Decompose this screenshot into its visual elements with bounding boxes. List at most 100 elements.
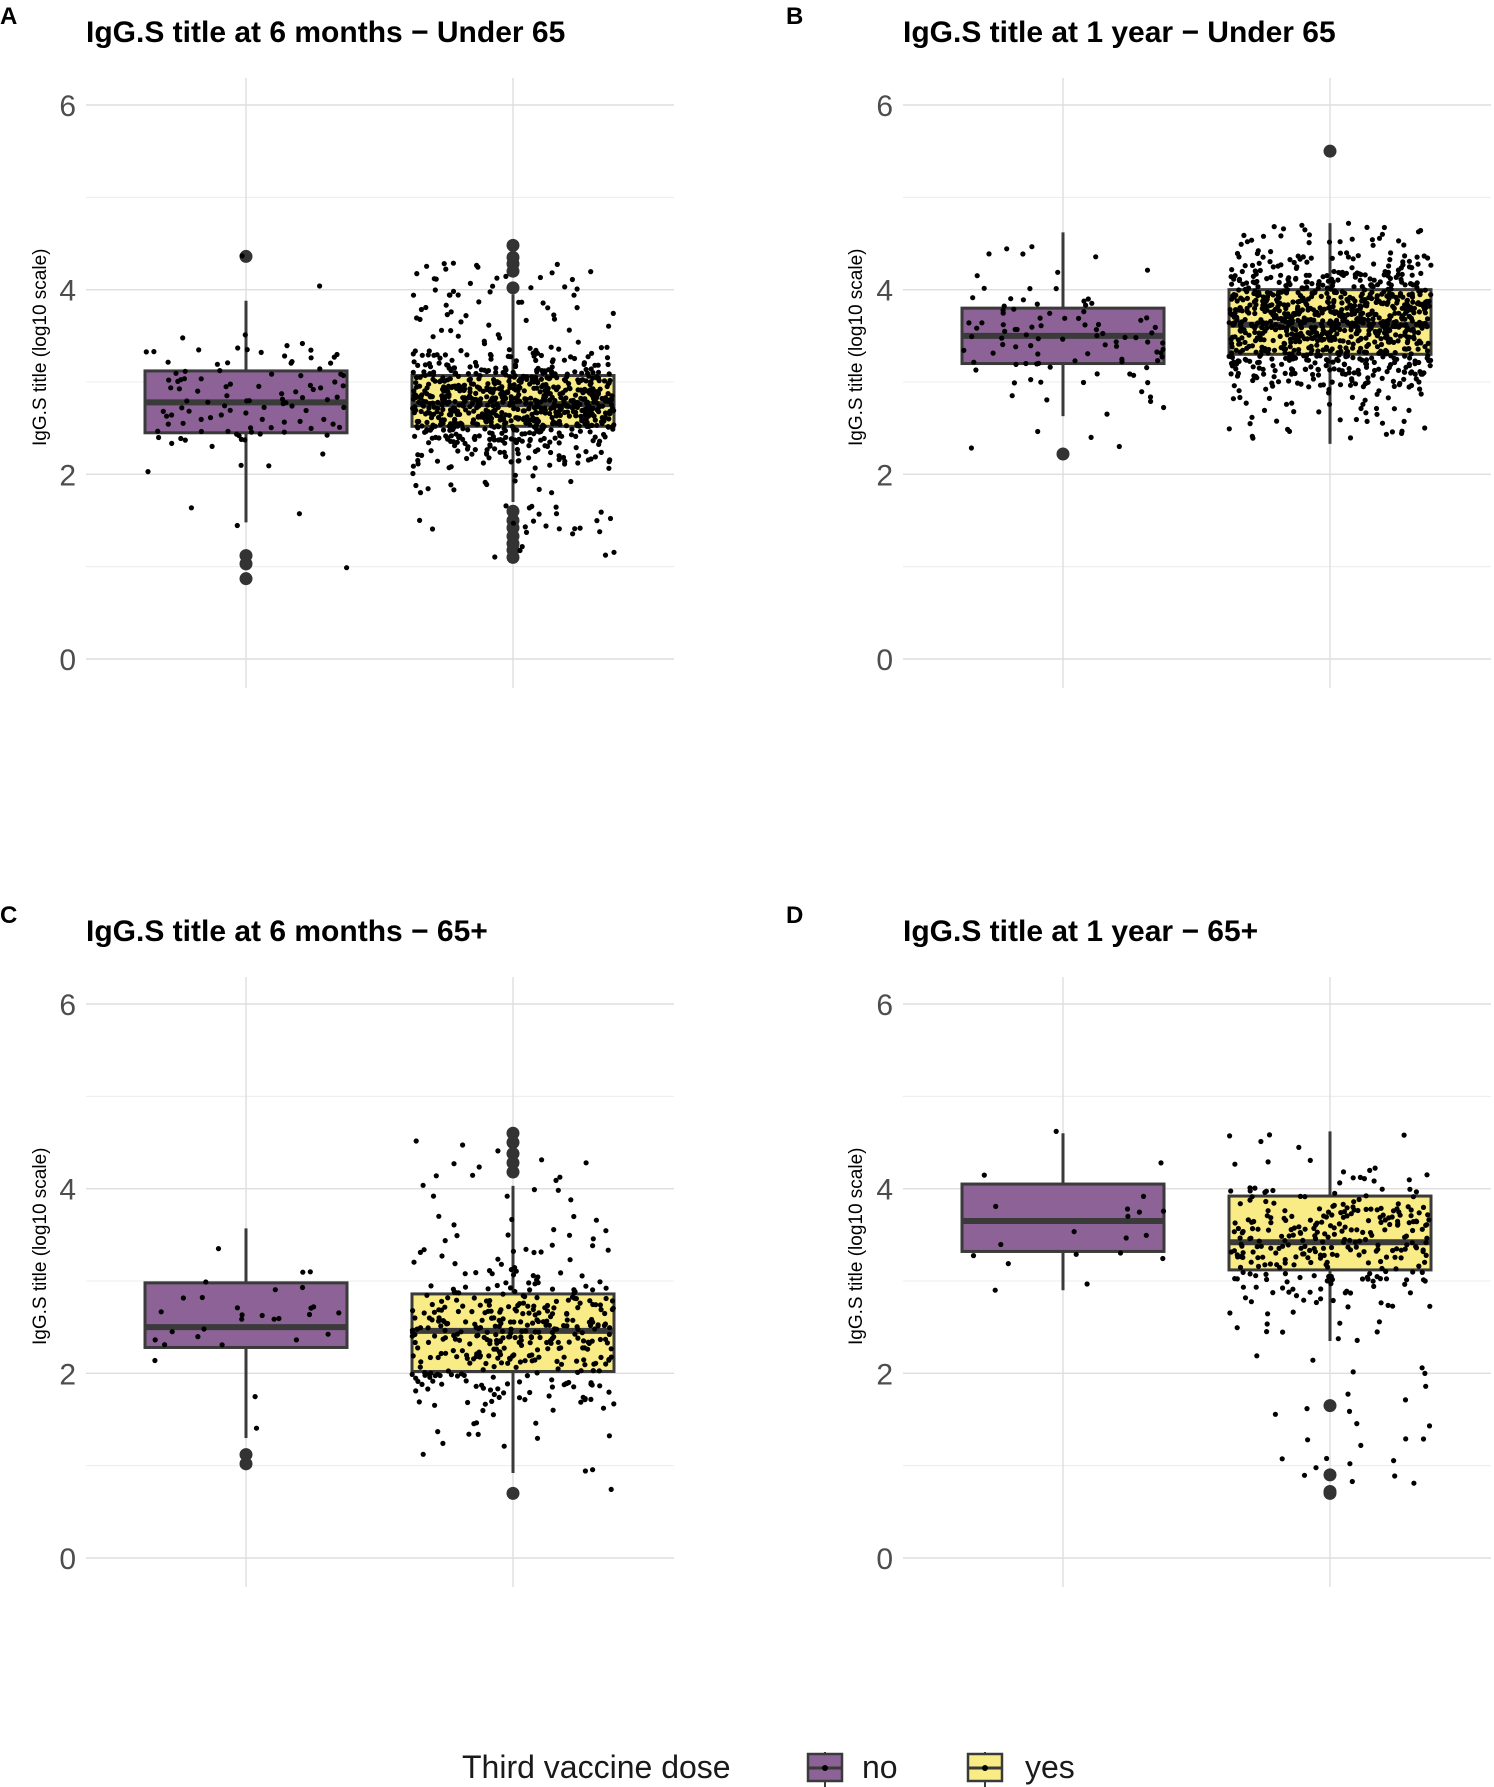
data-point (572, 392, 579, 398)
data-point (590, 1236, 596, 1242)
data-point (533, 422, 539, 429)
data-point (1260, 233, 1267, 239)
data-point (1263, 1271, 1269, 1277)
data-point (1232, 1220, 1238, 1226)
data-point (522, 396, 528, 402)
data-point (611, 1401, 617, 1407)
data-point (1425, 340, 1431, 346)
data-point (1230, 396, 1236, 402)
data-point (601, 431, 607, 438)
data-point (201, 1326, 207, 1332)
data-point (534, 1435, 541, 1441)
data-point (438, 327, 445, 333)
data-point (506, 378, 512, 384)
data-point (1288, 371, 1295, 377)
data-point (1293, 1254, 1299, 1260)
data-point (1020, 297, 1026, 303)
data-point (513, 1364, 519, 1370)
data-point (413, 1388, 419, 1394)
data-point (1252, 338, 1259, 344)
data-point (518, 1337, 524, 1343)
data-point (458, 348, 464, 354)
data-point (520, 1293, 526, 1299)
data-point (1250, 364, 1256, 370)
data-point (606, 465, 612, 471)
data-point (1387, 257, 1393, 263)
data-point (1404, 304, 1411, 310)
data-point (472, 447, 478, 453)
data-point (1418, 288, 1424, 294)
data-point (426, 348, 432, 354)
data-point (1270, 363, 1276, 369)
data-point (979, 320, 985, 326)
data-point (543, 523, 549, 529)
data-point (1401, 418, 1407, 424)
data-point (1085, 351, 1091, 357)
data-point (1424, 323, 1430, 329)
data-point (164, 413, 170, 419)
data-point (608, 1486, 614, 1492)
data-point (506, 1304, 512, 1310)
data-point (1254, 1353, 1260, 1359)
data-point (1261, 337, 1267, 343)
data-point (589, 1316, 595, 1323)
data-point (502, 421, 508, 427)
data-point (1274, 418, 1280, 424)
data-point (549, 1242, 555, 1248)
data-point (1295, 317, 1301, 323)
data-point (1309, 290, 1315, 296)
data-point (1374, 411, 1380, 417)
data-point (452, 399, 458, 405)
data-point (554, 1326, 560, 1332)
data-point (476, 1164, 482, 1170)
data-point (1399, 279, 1405, 285)
data-point (1290, 1286, 1296, 1292)
data-point (1012, 326, 1018, 333)
data-point (1315, 367, 1321, 373)
data-point (1388, 353, 1394, 359)
data-point (1423, 1240, 1429, 1246)
data-point (434, 352, 440, 358)
data-point (1365, 1276, 1371, 1282)
data-point (527, 437, 533, 444)
data-point (1357, 1238, 1363, 1244)
data-point (569, 1294, 576, 1300)
data-point (489, 1315, 495, 1321)
data-point (1037, 315, 1043, 321)
data-point (410, 396, 416, 402)
data-point (605, 424, 612, 430)
data-point (1318, 293, 1324, 299)
data-point (443, 266, 449, 272)
data-point (1391, 339, 1397, 345)
data-point (178, 435, 184, 442)
data-point (1304, 1406, 1310, 1412)
data-point (527, 430, 533, 436)
outlier-point (506, 550, 520, 564)
data-point (574, 286, 580, 292)
data-point (1349, 236, 1355, 242)
data-point (209, 443, 215, 449)
data-point (409, 1327, 415, 1333)
data-point (1227, 1310, 1233, 1316)
data-point (1350, 256, 1356, 262)
data-point (1242, 1295, 1249, 1301)
data-point (519, 544, 525, 550)
data-point (1399, 428, 1405, 434)
data-point (466, 1431, 472, 1437)
data-point (578, 377, 584, 383)
data-point (344, 565, 350, 571)
data-point (523, 400, 529, 407)
data-point (1426, 1217, 1432, 1223)
data-point (532, 448, 539, 454)
data-point (1345, 1304, 1351, 1310)
data-point (1155, 358, 1161, 364)
data-point (587, 390, 593, 396)
data-point (1339, 300, 1345, 306)
data-point (473, 363, 480, 369)
data-point (1307, 1289, 1313, 1295)
data-point (1416, 1210, 1422, 1216)
data-point (571, 1287, 577, 1293)
data-point (422, 372, 428, 378)
data-point (1418, 340, 1424, 346)
